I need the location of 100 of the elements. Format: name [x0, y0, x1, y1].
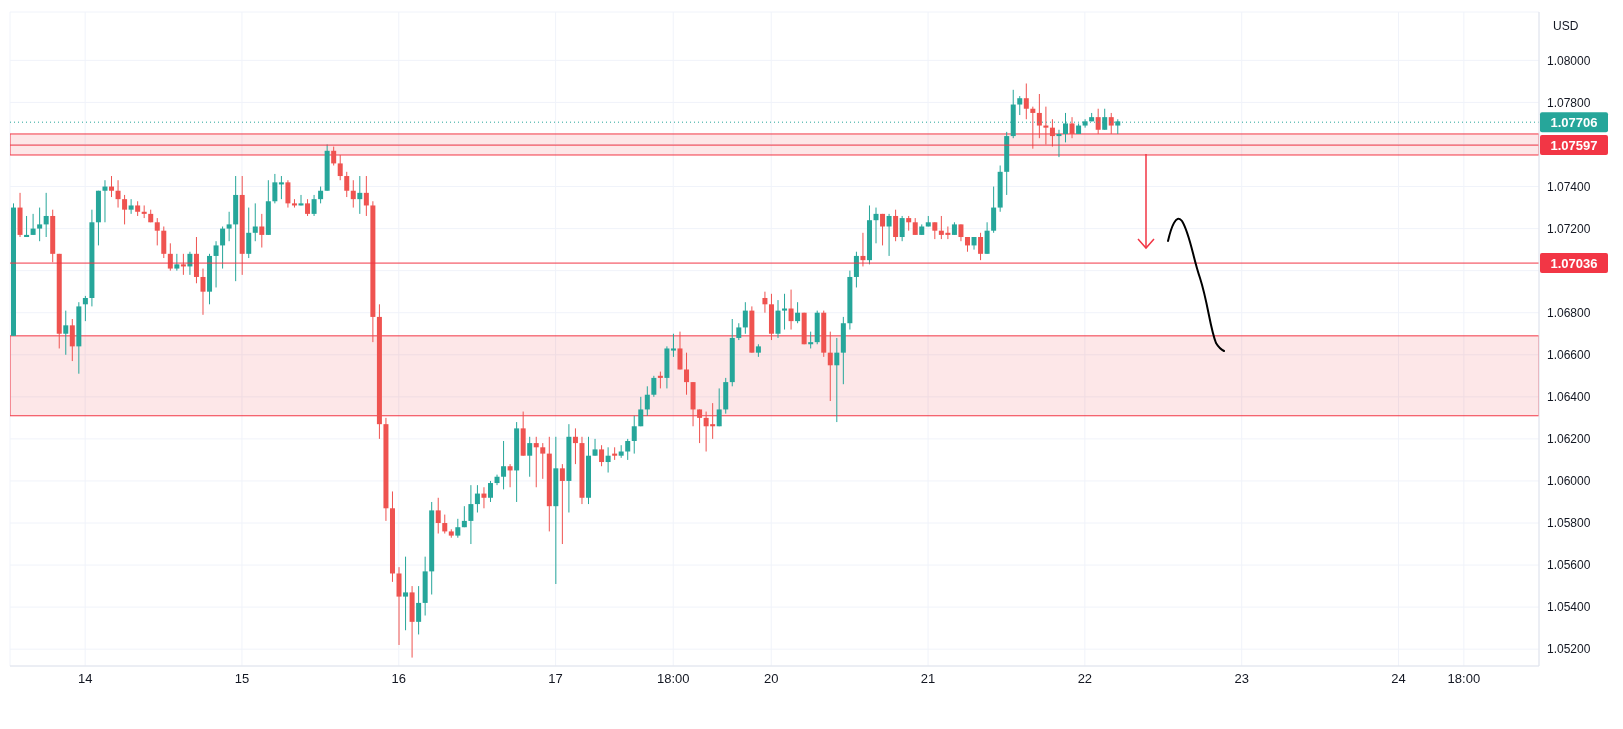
- y-tick-label: 1.08000: [1547, 53, 1591, 68]
- candlestick: [193, 236, 199, 284]
- candlestick: [644, 385, 650, 417]
- candlestick: [873, 207, 879, 244]
- candlestick: [272, 173, 278, 204]
- candlestick: [631, 415, 637, 455]
- y-tick-label: 1.05600: [1547, 558, 1591, 573]
- candlestick: [775, 299, 781, 339]
- candlestick: [161, 226, 167, 259]
- candlestick: [122, 194, 128, 225]
- x-tick-label: 21: [920, 671, 936, 687]
- x-tick-label: 20: [764, 671, 779, 687]
- candlestick: [559, 463, 565, 545]
- candlestick: [474, 484, 480, 513]
- x-tick-label: 16: [391, 671, 407, 687]
- candlestick: [978, 232, 984, 261]
- candlestick: [599, 444, 605, 467]
- candlestick: [1030, 106, 1036, 150]
- x-tick-label: 15: [234, 671, 250, 687]
- candlestick: [30, 213, 36, 236]
- x-tick-label: 14: [77, 671, 93, 687]
- candlestick: [716, 387, 722, 427]
- candlestick: [1056, 129, 1062, 158]
- candlestick: [827, 331, 833, 402]
- x-tick-label: 22: [1077, 671, 1093, 687]
- candlestick: [1095, 108, 1101, 135]
- x-tick-label: 17: [548, 671, 563, 687]
- candlestick: [788, 289, 794, 331]
- candlestick: [488, 480, 493, 503]
- candlestick: [363, 175, 369, 217]
- candlestick: [109, 175, 115, 198]
- y-tick-label: 1.06000: [1547, 474, 1591, 489]
- candlestick: [507, 463, 513, 488]
- candlestick: [762, 291, 768, 314]
- ref-line-label: 1.07597: [1550, 138, 1598, 154]
- y-tick-label: 1.06400: [1547, 390, 1591, 405]
- candlestick: [220, 226, 226, 270]
- y-tick-label: 1.07800: [1547, 95, 1591, 110]
- y-tick-label: 1.06200: [1547, 432, 1591, 447]
- y-tick-label: 1.07400: [1547, 179, 1591, 194]
- candlestick: [984, 221, 990, 255]
- candlestick: [37, 207, 43, 242]
- y-tick-label: 1.07200: [1547, 221, 1591, 236]
- candlestick: [677, 331, 683, 370]
- candlestick: [337, 154, 343, 181]
- candlestick: [481, 486, 487, 509]
- candlestick: [226, 211, 232, 242]
- candlestick: [311, 194, 317, 217]
- ref-line-label: 1.07036: [1550, 256, 1598, 272]
- candlestick: [592, 438, 598, 457]
- candlestick: [213, 240, 219, 288]
- candlestick: [1069, 116, 1075, 139]
- candlestick: [43, 192, 49, 238]
- candlestick: [1049, 118, 1055, 148]
- candlestick: [834, 337, 840, 423]
- candlestick: [278, 175, 284, 200]
- candlestick: [69, 318, 75, 362]
- candlestick: [991, 186, 997, 234]
- candlestick: [501, 440, 507, 490]
- x-tick-label: 18:00: [1447, 671, 1481, 687]
- candlestick: [246, 207, 252, 259]
- candlestick: [782, 293, 788, 331]
- candlestick: [180, 253, 186, 276]
- candlestick: [455, 518, 461, 539]
- candlestick: [259, 213, 265, 249]
- candlestick: [742, 301, 748, 335]
- candlestick: [893, 209, 899, 242]
- candlestick: [1043, 106, 1049, 145]
- candlestick: [102, 179, 108, 223]
- candlestick: [527, 436, 533, 478]
- candlestick: [572, 427, 578, 465]
- candlestick: [350, 179, 356, 209]
- candlestick: [533, 436, 539, 488]
- candlestick: [1017, 95, 1023, 116]
- candlestick: [396, 566, 402, 646]
- candlestick: [298, 194, 304, 206]
- candlestick: [63, 310, 69, 356]
- ref-line-label: 1.07706: [1550, 115, 1598, 131]
- candlestick: [540, 442, 546, 480]
- candlestick: [435, 497, 441, 535]
- candlestick: [1023, 83, 1029, 120]
- candlestick: [252, 202, 258, 242]
- candlestick: [1108, 112, 1114, 135]
- candlestick: [174, 253, 180, 272]
- candlestick: [331, 146, 337, 167]
- y-tick-label: 1.05400: [1547, 600, 1591, 615]
- candlestick: [344, 171, 350, 198]
- y-tick-label: 1.05800: [1547, 516, 1591, 531]
- candlestick: [880, 213, 886, 246]
- x-tick-label: 23: [1234, 671, 1249, 687]
- candlestick: [670, 333, 676, 358]
- candlestick: [403, 556, 409, 631]
- candlestick: [200, 268, 206, 316]
- candlestick: [899, 215, 905, 242]
- x-tick-label: 18:00: [656, 671, 690, 687]
- candlestick: [886, 213, 892, 257]
- candlestick: [416, 585, 422, 635]
- candlestick: [605, 446, 611, 474]
- candlestick: [684, 352, 690, 396]
- candlestick: [154, 217, 160, 246]
